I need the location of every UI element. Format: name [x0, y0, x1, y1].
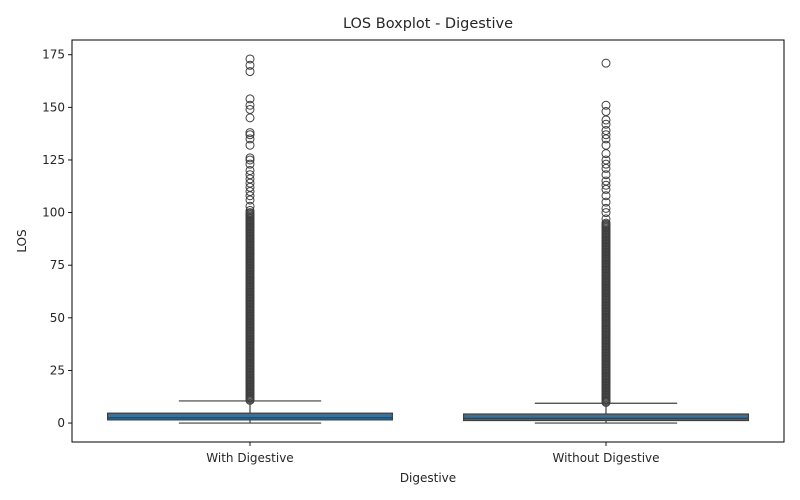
y-tick-label: 150 — [42, 100, 65, 114]
outlier-point — [245, 155, 255, 165]
outlier-point — [245, 140, 255, 150]
x-tick-label: Without Digestive — [552, 451, 659, 465]
y-tick-label: 125 — [42, 153, 65, 167]
outlier-point — [245, 153, 255, 163]
outlier-point — [245, 128, 255, 138]
y-tick-label: 25 — [50, 363, 65, 377]
box-iqr — [463, 413, 749, 422]
outlier-point — [601, 159, 611, 169]
plot-frame — [71, 39, 785, 443]
outlier-point — [601, 180, 611, 190]
outlier-point — [245, 104, 255, 114]
outlier-point — [601, 119, 611, 129]
outlier-point — [601, 58, 611, 68]
outlier-point — [245, 100, 255, 110]
y-tick-label: 75 — [50, 258, 65, 272]
outlier-point — [245, 130, 255, 140]
outlier-point — [245, 67, 255, 77]
outlier-point — [601, 100, 611, 110]
outlier-point — [601, 155, 611, 165]
y-axis-label: LOS — [15, 229, 29, 252]
y-tick-label: 100 — [42, 206, 65, 220]
outlier-point — [601, 140, 611, 150]
outlier-point — [245, 94, 255, 104]
y-axis: 0 25 50 75 100 125 150 175 — [42, 48, 72, 430]
outlier-point — [601, 214, 611, 224]
y-tick-label: 50 — [50, 311, 65, 325]
outlier-point — [245, 208, 255, 218]
x-tick-label: With Digestive — [206, 451, 293, 465]
box-group — [106, 54, 393, 424]
outlier-point — [601, 107, 611, 117]
outlier-point — [601, 191, 611, 201]
x-axis-label: Digestive — [400, 471, 456, 485]
outlier-point — [601, 218, 611, 228]
y-tick-label: 175 — [42, 48, 65, 62]
plot-content — [106, 54, 749, 424]
outlier-point — [601, 203, 611, 213]
outlier-point — [601, 170, 611, 180]
outlier-point — [245, 134, 255, 144]
outlier-point — [245, 60, 255, 70]
outlier-point — [245, 165, 255, 175]
outlier-point — [245, 205, 255, 215]
chart-title: LOS Boxplot - Digestive — [343, 16, 513, 32]
x-axis: With Digestive Without Digestive — [206, 442, 660, 465]
y-tick-label: 0 — [57, 416, 65, 430]
outlier-point — [601, 176, 611, 186]
outlier-point — [245, 54, 255, 64]
outlier-point — [601, 208, 611, 218]
outlier-point — [601, 126, 611, 136]
box-group — [463, 58, 749, 424]
outlier-point — [601, 197, 611, 207]
outlier-point — [601, 130, 611, 140]
outlier-point — [245, 201, 255, 211]
box-iqr — [106, 412, 393, 421]
outlier-point — [245, 170, 255, 180]
outlier-point — [245, 159, 255, 169]
